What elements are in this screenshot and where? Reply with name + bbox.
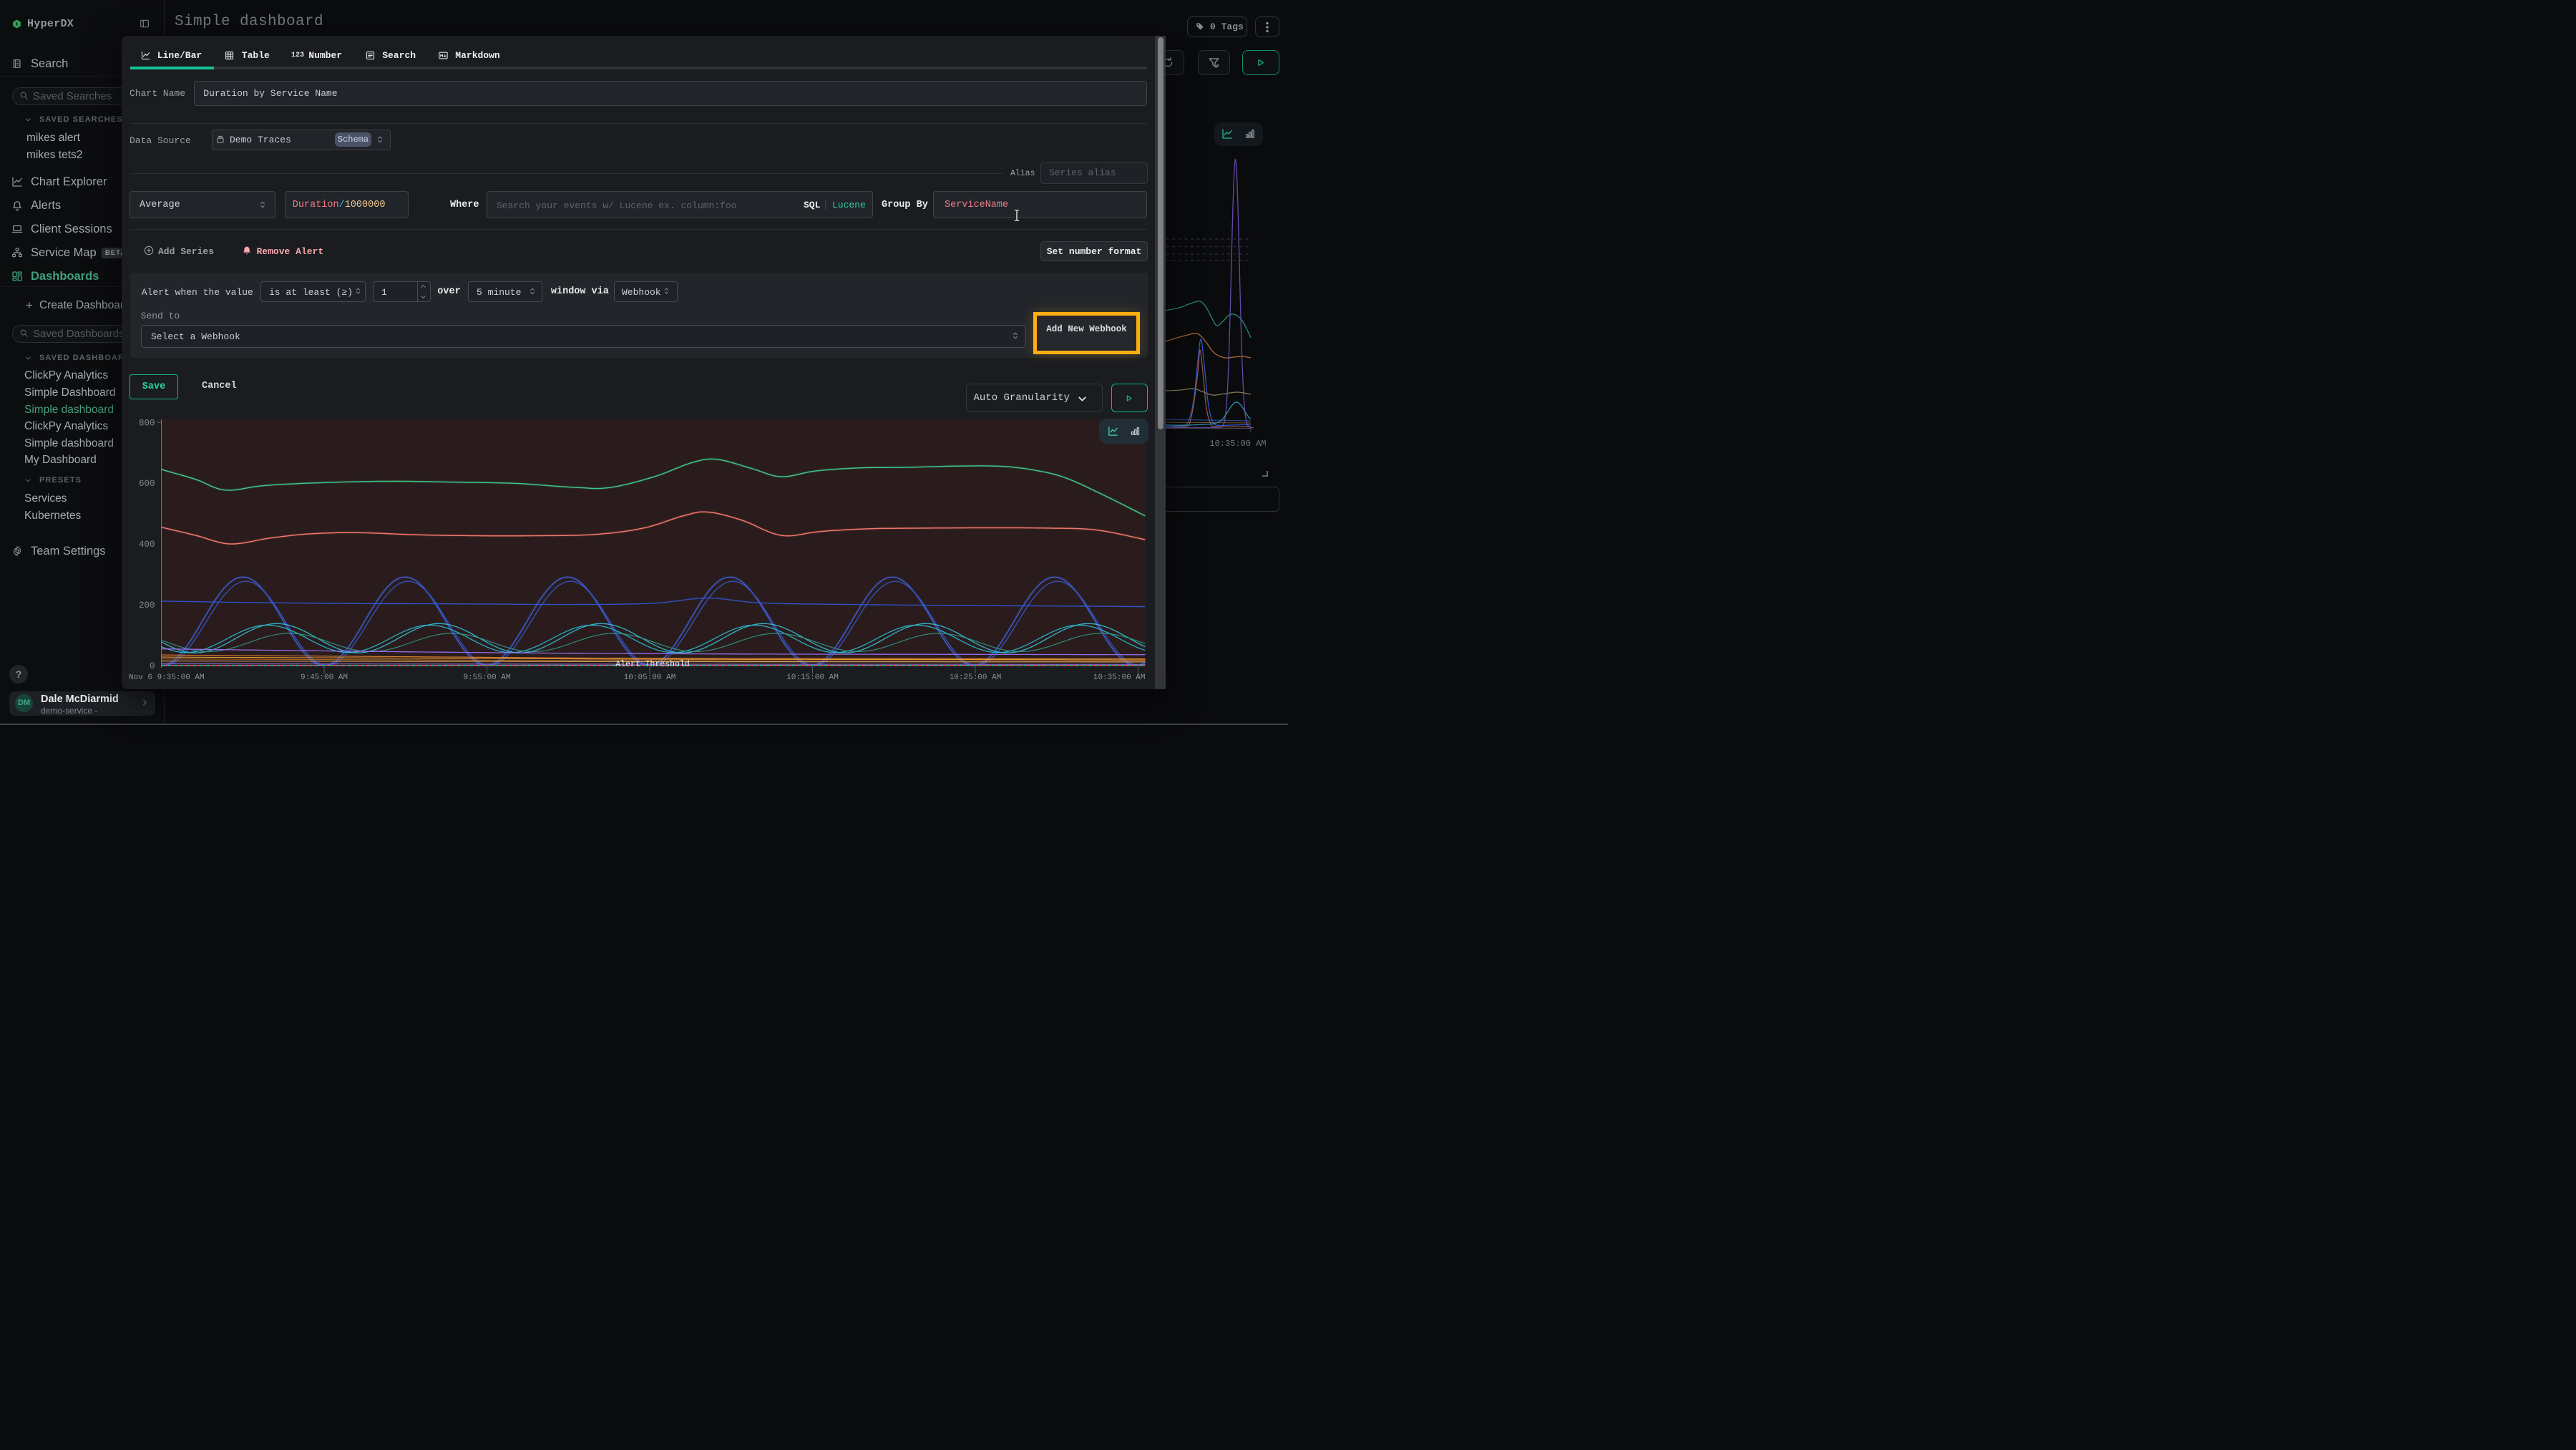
svg-text:200: 200 <box>139 600 155 610</box>
svg-text:9:45:00 AM: 9:45:00 AM <box>301 673 348 682</box>
svg-text:10:25:00 AM: 10:25:00 AM <box>950 673 1002 682</box>
svg-text:10:35:00 AM: 10:35:00 AM <box>1093 673 1146 682</box>
svg-text:Nov 6 9:35:00 AM: Nov 6 9:35:00 AM <box>129 673 205 682</box>
svg-text:9:55:00 AM: 9:55:00 AM <box>463 673 510 682</box>
svg-text:0: 0 <box>150 661 155 671</box>
svg-text:10:15:00 AM: 10:15:00 AM <box>786 673 839 682</box>
svg-text:600: 600 <box>139 479 155 489</box>
svg-text:800: 800 <box>139 418 155 428</box>
svg-text:10:05:00 AM: 10:05:00 AM <box>624 673 676 682</box>
svg-text:400: 400 <box>139 540 155 550</box>
svg-text:10:35:00 AM: 10:35:00 AM <box>1209 439 1266 449</box>
svg-text:Alert Threshold: Alert Threshold <box>615 660 690 669</box>
